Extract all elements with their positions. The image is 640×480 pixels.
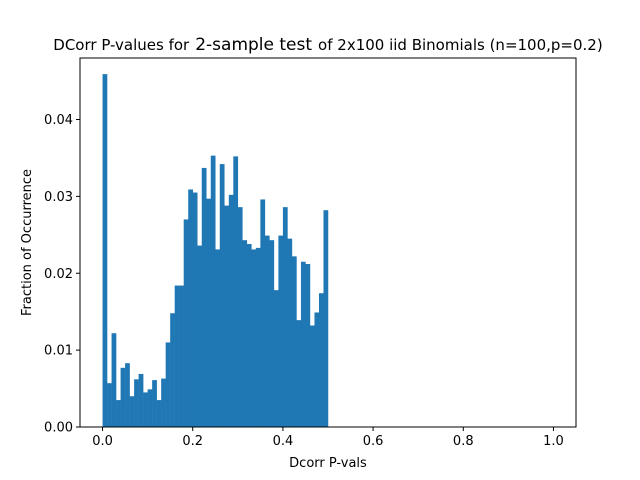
chart-title-emphasis: 2-sample test — [195, 35, 312, 55]
histogram-bar — [309, 325, 315, 427]
histogram-bar — [120, 367, 126, 427]
chart-title-suffix: of 2x100 iid Binomials (n=100,p=0.2) — [318, 36, 603, 54]
histogram-bar — [323, 210, 329, 427]
histogram-bar — [188, 189, 193, 427]
histogram-bar — [264, 235, 270, 427]
histogram-bar — [125, 363, 130, 427]
histogram-bar — [147, 389, 153, 427]
histogram-bar — [237, 207, 243, 427]
x-tick-label: 0.6 — [363, 434, 384, 449]
y-tick-label: 0.02 — [44, 267, 73, 282]
histogram-bar — [242, 240, 248, 427]
histogram-bar — [291, 256, 297, 427]
histogram-bar — [287, 238, 293, 427]
y-axis-label: Fraction of Occurrence — [20, 169, 35, 316]
histogram-bar — [233, 156, 239, 427]
histogram-bar — [219, 164, 225, 427]
histogram-bar — [129, 396, 135, 427]
histogram-bar — [296, 320, 302, 427]
y-tick-label: 0.04 — [44, 113, 73, 128]
histogram-bar — [192, 192, 198, 427]
histogram-bar — [183, 219, 189, 427]
chart-title-prefix: DCorr P-values for — [53, 36, 190, 54]
x-tick-label: 1.0 — [543, 434, 564, 449]
x-tick-label: 0.4 — [273, 434, 294, 449]
histogram-bar — [255, 247, 261, 427]
histogram-bar — [260, 199, 266, 427]
histogram-bar — [134, 379, 139, 427]
x-axis-ticks: 0.0 0.2 0.4 0.6 0.8 1.0 — [92, 427, 564, 449]
x-tick-label: 0.0 — [92, 434, 113, 449]
y-tick-label: 0.00 — [44, 421, 73, 436]
histogram-bar — [273, 290, 279, 427]
histogram-bar — [246, 244, 252, 427]
histogram-bar — [179, 285, 184, 427]
histogram-bar — [152, 380, 157, 427]
histogram-bar — [314, 312, 320, 427]
histogram-bar — [251, 249, 257, 427]
histogram-bar — [300, 261, 306, 427]
histogram-bar — [138, 373, 144, 427]
histogram-bar — [206, 198, 212, 427]
histogram-bar — [143, 392, 148, 427]
histogram-bar — [228, 194, 234, 427]
y-tick-label: 0.03 — [44, 190, 73, 205]
x-axis-label: Dcorr P-vals — [289, 456, 367, 471]
y-axis-ticks: 0.00 0.01 0.02 0.03 0.04 — [44, 113, 80, 436]
y-tick-label: 0.01 — [44, 344, 73, 359]
axes-frame — [79, 57, 577, 428]
histogram-bar — [111, 333, 117, 427]
histogram-bar — [107, 383, 112, 427]
chart-title: DCorr P-values for 2-sample test of 2x10… — [53, 35, 602, 55]
histogram-bar — [165, 342, 171, 427]
histogram-bar — [174, 285, 180, 427]
histogram-bar — [201, 167, 207, 427]
histogram-bar — [282, 207, 288, 427]
x-tick-label: 0.8 — [453, 434, 474, 449]
histogram-bar — [170, 313, 175, 427]
histogram-bars — [102, 74, 329, 427]
histogram-bar — [269, 240, 275, 427]
histogram-bar — [197, 245, 202, 427]
x-tick-label: 0.2 — [182, 434, 203, 449]
histogram-bar — [224, 205, 230, 427]
histogram-bar — [161, 378, 166, 427]
histogram-bar — [318, 293, 324, 427]
histogram-bar — [278, 235, 284, 427]
histogram-bar — [102, 74, 108, 427]
histogram-bar — [210, 155, 216, 427]
histogram-bar — [215, 249, 221, 427]
histogram-bar — [156, 400, 162, 427]
histogram-bar — [305, 264, 311, 427]
histogram-bar — [116, 400, 121, 427]
